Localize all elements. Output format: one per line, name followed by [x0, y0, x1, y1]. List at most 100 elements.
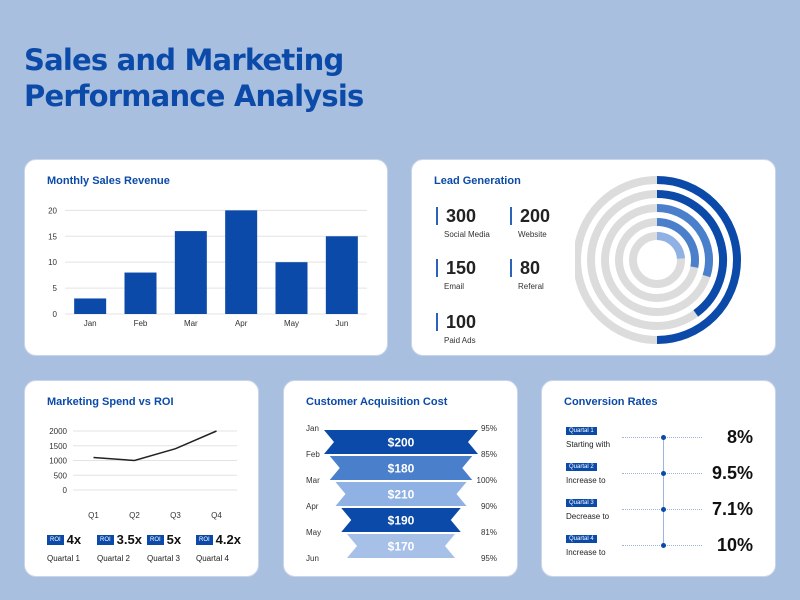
- month-label: May: [306, 528, 321, 537]
- bar: [174, 231, 207, 314]
- funnel-value-label: $200: [388, 436, 415, 450]
- roi-quarter: Quartal 1: [47, 554, 80, 563]
- percent-label: 95%: [481, 554, 497, 563]
- cac-card: Customer Acquisition Cost Jan 95% Feb 85% Ma…: [283, 380, 518, 577]
- radial-bar: [656, 190, 727, 317]
- x-tick-label: Q3: [170, 511, 181, 520]
- cac-funnel-chart: Jan 95% Feb 85% Mar 100% Apr 90% May 81% Jun 95% $20…: [306, 424, 497, 563]
- radial-bar: [656, 232, 685, 260]
- quarter-badge: Quartal 4: [566, 535, 597, 543]
- conversion-timeline-line: [663, 435, 664, 547]
- x-tick-label: Apr: [235, 319, 248, 328]
- roi-value: 5x: [166, 532, 182, 547]
- month-label: Feb: [306, 450, 320, 459]
- y-tick-label: 10: [48, 258, 57, 267]
- funnel-band: [324, 430, 478, 454]
- funnel-value-label: $180: [388, 462, 415, 476]
- roi-badge: ROI: [97, 535, 114, 545]
- quarter-badge: Quartal 2: [566, 463, 597, 471]
- radial-bar: [656, 204, 713, 278]
- roi-item: ROI 3.5x Quartal 2: [97, 531, 142, 563]
- funnel-value-label: $210: [388, 488, 415, 502]
- lead-label: Referal: [518, 282, 544, 291]
- y-tick-label: 20: [48, 206, 57, 215]
- conversion-value: 10%: [716, 535, 753, 555]
- x-tick-label: Jun: [335, 319, 348, 328]
- y-tick-label: 5: [53, 284, 58, 293]
- lead-radial-chart: [575, 176, 741, 344]
- percent-label: 100%: [477, 476, 497, 485]
- x-tick-label: Mar: [184, 319, 198, 328]
- marketing-roi-chart: 0 500 1000 1500 2000 Q1 Q2 Q3 Q4: [49, 427, 237, 520]
- bar: [124, 272, 157, 314]
- timeline-dot: [661, 543, 666, 548]
- card-title: Customer Acquisition Cost: [306, 396, 448, 408]
- conversion-value: 7.1%: [711, 499, 753, 519]
- x-tick-label: May: [284, 319, 299, 328]
- roi-value: 4.2x: [215, 532, 241, 547]
- y-tick-label: 500: [54, 471, 68, 480]
- y-tick-label: 0: [63, 486, 68, 495]
- timeline-dot: [661, 435, 666, 440]
- card-title: Lead Generation: [434, 175, 521, 187]
- month-label: Jun: [306, 554, 319, 563]
- radial-bar: [656, 176, 741, 344]
- roi-item: ROI 4x Quartal 1: [47, 531, 81, 563]
- x-tick-label: Q1: [88, 511, 99, 520]
- percent-label: 90%: [481, 502, 497, 511]
- timeline-dot: [661, 507, 666, 512]
- roi-quarter: Quartal 3: [147, 554, 180, 563]
- conversion-subtext: Decrease to: [566, 512, 610, 521]
- lead-label: Email: [444, 282, 465, 291]
- funnel-band: [335, 482, 467, 506]
- conversion-subtext: Increase to: [566, 476, 606, 485]
- roi-badge: ROI: [196, 535, 213, 545]
- roi-value: 3.5x: [116, 532, 142, 547]
- page-title: Sales and Marketing Performance Analysis: [24, 43, 364, 113]
- y-tick-label: 1500: [49, 442, 67, 451]
- lead-label: Paid Ads: [444, 336, 476, 345]
- spend-line: [93, 430, 217, 462]
- conversion-card: Conversion Rates Quartal 1 Starting with…: [541, 380, 776, 577]
- quarter-badge: Quartal 1: [566, 427, 597, 435]
- percent-label: 81%: [481, 528, 497, 537]
- roi-quarter: Quartal 4: [196, 554, 229, 563]
- roi-value: 4x: [66, 532, 82, 547]
- bar: [74, 298, 107, 314]
- card-title: Monthly Sales Revenue: [47, 175, 170, 187]
- lead-label: Social Media: [444, 230, 490, 239]
- roi-item: ROI 4.2x Quartal 4: [196, 531, 241, 563]
- monthly-sales-card: Monthly Sales Revenue 0 5 10 15 20 Jan Feb Mar A…: [24, 159, 388, 356]
- lead-value: 80: [510, 259, 540, 277]
- conversion-subtext: Starting with: [566, 440, 611, 449]
- percent-label: 95%: [481, 424, 497, 433]
- x-tick-label: Q4: [211, 511, 222, 520]
- conversion-subtext: Increase to: [566, 548, 606, 557]
- roi-item: ROI 5x Quartal 3: [147, 531, 181, 563]
- percent-label: 85%: [481, 450, 497, 459]
- roi-quarter: Quartal 2: [97, 554, 130, 563]
- roi-badge: ROI: [47, 535, 64, 545]
- x-tick-label: Q2: [129, 511, 140, 520]
- lead-label: Website: [518, 230, 547, 239]
- timeline-dot: [661, 471, 666, 476]
- lead-value: 300: [436, 207, 476, 225]
- month-label: Apr: [306, 502, 319, 511]
- lead-generation-card: Lead Generation 300 Social Media 200 Web…: [411, 159, 776, 356]
- funnel-band: [329, 456, 473, 480]
- conversion-value: 9.5%: [711, 463, 753, 483]
- card-title: Conversion Rates: [564, 396, 658, 408]
- bar: [275, 262, 308, 314]
- lead-value: 100: [436, 313, 476, 331]
- funnel-value-label: $170: [388, 540, 415, 554]
- month-label: Mar: [306, 476, 320, 485]
- marketing-roi-card: Marketing Spend vs ROI 0 500 1000 1500 2000 Q…: [24, 380, 259, 577]
- lead-value: 150: [436, 259, 476, 277]
- y-tick-label: 1000: [49, 457, 67, 466]
- x-tick-label: Jan: [84, 319, 97, 328]
- radial-bar: [656, 218, 699, 268]
- funnel-value-label: $190: [388, 514, 415, 528]
- month-label: Jan: [306, 424, 319, 433]
- quarter-badge: Quartal 3: [566, 499, 597, 507]
- bar: [325, 236, 358, 314]
